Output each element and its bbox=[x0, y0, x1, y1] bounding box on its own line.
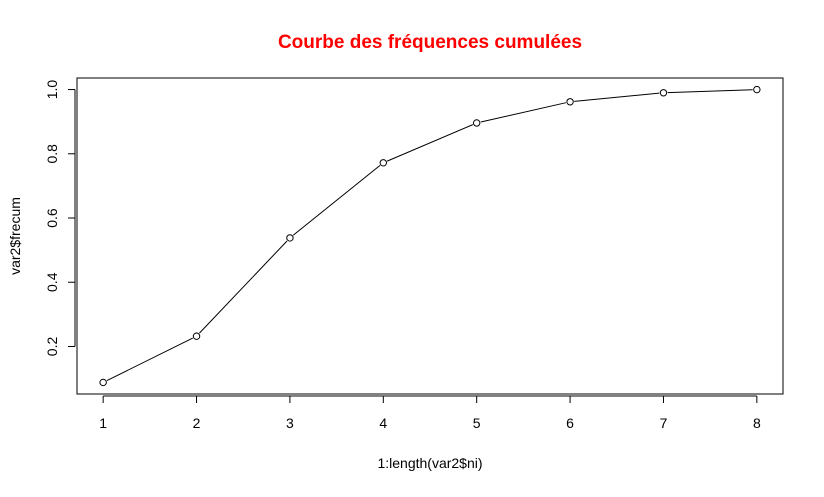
x-tick-label: 4 bbox=[379, 415, 387, 431]
data-point bbox=[286, 234, 294, 242]
x-tick-label: 2 bbox=[193, 415, 201, 431]
series-layer bbox=[99, 85, 761, 387]
data-point bbox=[99, 378, 107, 387]
data-point bbox=[753, 85, 761, 94]
plot-area-frame bbox=[76, 77, 784, 395]
data-point bbox=[566, 98, 574, 106]
y-tick-label: 0.2 bbox=[44, 337, 60, 357]
series-line-segment bbox=[292, 165, 381, 236]
x-axis: 1 2 3 4 5 6 7 8 bbox=[99, 395, 761, 431]
y-axis-label: var2$frecum bbox=[7, 197, 23, 275]
y-tick-label: 0.6 bbox=[44, 208, 60, 228]
data-point bbox=[192, 332, 201, 340]
x-tick-label: 7 bbox=[660, 415, 668, 431]
y-tick-label: 0.8 bbox=[44, 144, 60, 164]
x-tick-label: 6 bbox=[566, 415, 574, 431]
x-tick-label: 8 bbox=[753, 415, 761, 431]
series-line-segment bbox=[386, 124, 474, 162]
x-tick-label: 3 bbox=[286, 415, 294, 431]
series-line-segment bbox=[574, 92, 660, 102]
data-point bbox=[659, 89, 668, 97]
series-line-segment bbox=[480, 102, 567, 123]
data-point bbox=[472, 119, 481, 127]
y-tick-label: 0.4 bbox=[44, 272, 60, 292]
series-line-segment bbox=[106, 337, 193, 382]
chart-title: Courbe des fréquences cumulées bbox=[278, 32, 582, 53]
x-axis-label: 1:length(var2$ni) bbox=[377, 455, 482, 471]
data-point bbox=[379, 159, 388, 167]
y-tick-label: 1.0 bbox=[44, 80, 60, 100]
series-line-segment bbox=[199, 240, 288, 334]
x-tick-label: 1 bbox=[99, 415, 107, 431]
x-tick-label: 5 bbox=[473, 415, 481, 431]
series-line-segment bbox=[667, 89, 753, 94]
y-axis: 0.2 0.4 0.6 0.8 1.0 bbox=[44, 80, 76, 357]
